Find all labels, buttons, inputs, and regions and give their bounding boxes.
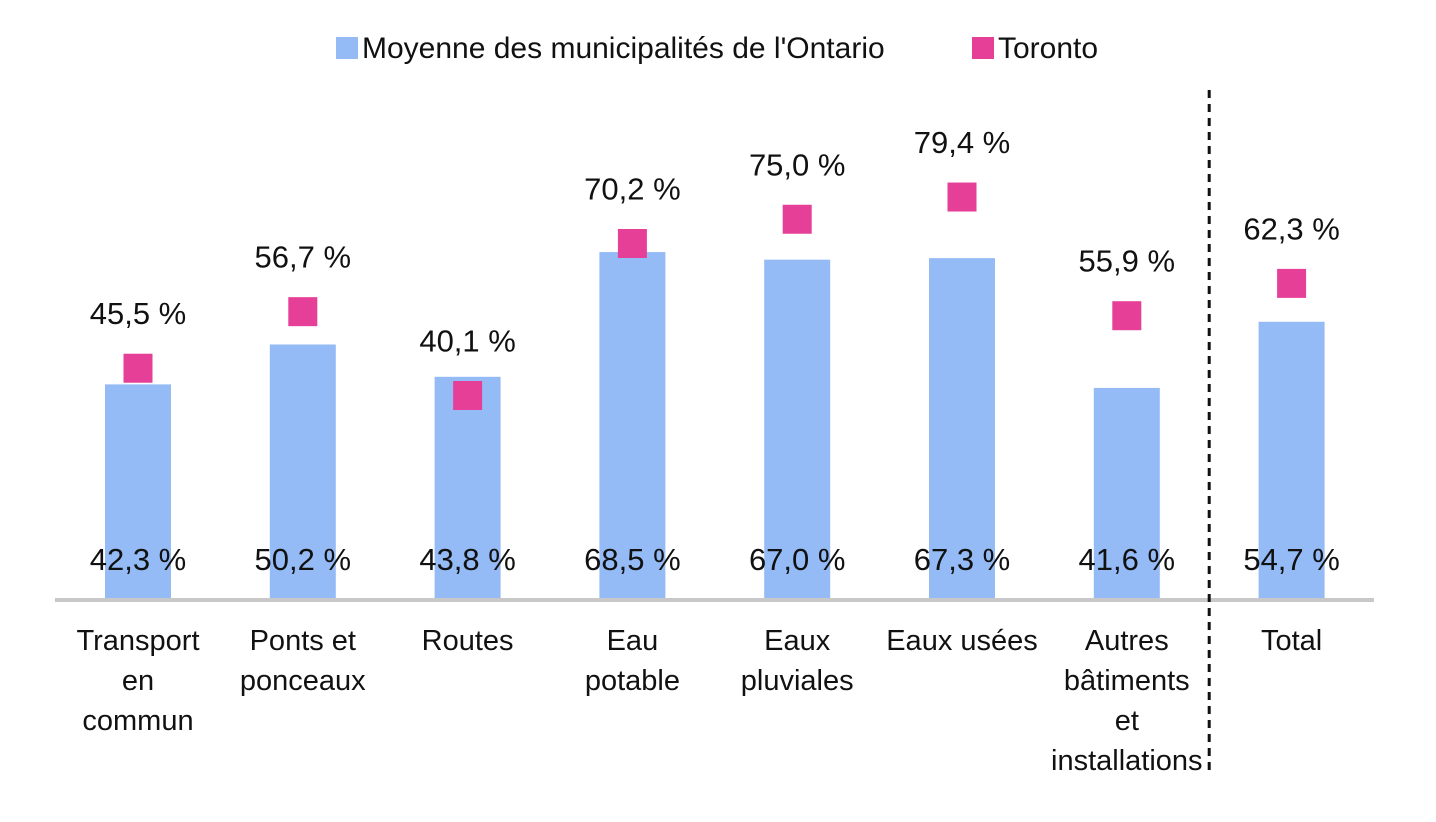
category-label-line: Ponts et: [250, 625, 356, 657]
bars-group: [105, 252, 1325, 598]
bar-ontario-average: [599, 252, 666, 598]
toronto-markers-group: [123, 182, 1307, 410]
marker-toronto: [453, 380, 483, 410]
category-label: Transport en commun: [76, 625, 199, 737]
category-label: Routes: [422, 625, 514, 657]
category-label: Ponts et ponceaux: [240, 625, 366, 697]
bar-value-label: 42,3 %: [90, 542, 187, 577]
marker-toronto: [617, 228, 647, 258]
marker-value-label: 62,3 %: [1243, 211, 1340, 246]
bar-ontario-average: [764, 259, 831, 598]
bar-value-label: 67,3 %: [914, 542, 1011, 577]
category-label-line: commun: [82, 705, 193, 737]
chart-legend: Moyenne des municipalités de l'Ontario T…: [336, 32, 1098, 65]
bar-ontario-average: [929, 258, 995, 598]
category-label-line: et: [1115, 705, 1139, 737]
category-label-line: Eaux usées: [886, 625, 1038, 657]
marker-value-label: 70,2 %: [584, 171, 681, 206]
category-label-line: Eaux: [764, 625, 831, 657]
category-label-line: Transport: [76, 625, 199, 657]
bar-ontario-average: [1093, 387, 1160, 598]
bar-value-label: 67,0 %: [749, 542, 846, 577]
category-label-line: en: [122, 665, 154, 697]
category-label-line: pluviales: [741, 665, 854, 697]
category-label-line: ponceaux: [240, 665, 366, 697]
category-labels: Transport en commun Ponts et ponceaux Routes E…: [76, 625, 1322, 777]
marker-value-label: 45,5 %: [90, 296, 187, 331]
bar-ontario-average: [1258, 321, 1325, 598]
category-label: Eaux pluviales: [741, 625, 854, 697]
category-label: Autres bâtiments et installations: [1051, 625, 1203, 777]
marker-toronto: [123, 353, 153, 383]
category-label-line: Routes: [422, 625, 514, 657]
marker-value-labels: 45,5 % 56,7 % 40,1 % 70,2 % 75,0 % 79,4 % 55,9…: [90, 125, 1340, 358]
marker-toronto: [1277, 268, 1307, 298]
bar-ontario-average: [269, 344, 336, 598]
category-label-line: Autres: [1085, 625, 1169, 657]
marker-value-label: 40,1 %: [419, 323, 516, 358]
category-label-line: bâtiments: [1064, 665, 1190, 697]
marker-toronto: [947, 182, 977, 212]
marker-value-label: 75,0 %: [749, 147, 846, 182]
marker-toronto: [782, 204, 812, 234]
bar-value-label: 41,6 %: [1079, 542, 1176, 577]
category-label-line: potable: [585, 665, 680, 697]
legend-label-toronto: Toronto: [998, 32, 1098, 65]
marker-value-label: 56,7 %: [255, 240, 352, 275]
category-label-line: Eau: [607, 625, 659, 657]
bar-value-label: 43,8 %: [419, 542, 516, 577]
legend-swatch-toronto: [972, 37, 994, 59]
bar-value-label: 68,5 %: [584, 542, 681, 577]
bar-ontario-average: [434, 376, 501, 598]
legend-label-ontario-average: Moyenne des municipalités de l'Ontario: [362, 32, 885, 65]
legend-swatch-ontario-average: [336, 37, 358, 59]
category-label-line: Total: [1261, 625, 1322, 657]
bar-value-labels: 42,3 % 50,2 % 43,8 % 68,5 % 67,0 % 67,3 % 41,6…: [90, 542, 1340, 577]
marker-toronto: [288, 297, 318, 327]
category-label: Eaux usées: [886, 625, 1038, 657]
bar-ontario-average: [105, 384, 171, 598]
category-label: Total: [1261, 625, 1322, 657]
category-label-line: installations: [1051, 745, 1203, 777]
marker-toronto: [1112, 301, 1142, 331]
category-label: Eau potable: [585, 625, 680, 697]
bar-value-label: 54,7 %: [1243, 542, 1340, 577]
bar-value-label: 50,2 %: [255, 542, 352, 577]
marker-value-label: 55,9 %: [1079, 244, 1176, 279]
marker-value-label: 79,4 %: [914, 125, 1011, 160]
